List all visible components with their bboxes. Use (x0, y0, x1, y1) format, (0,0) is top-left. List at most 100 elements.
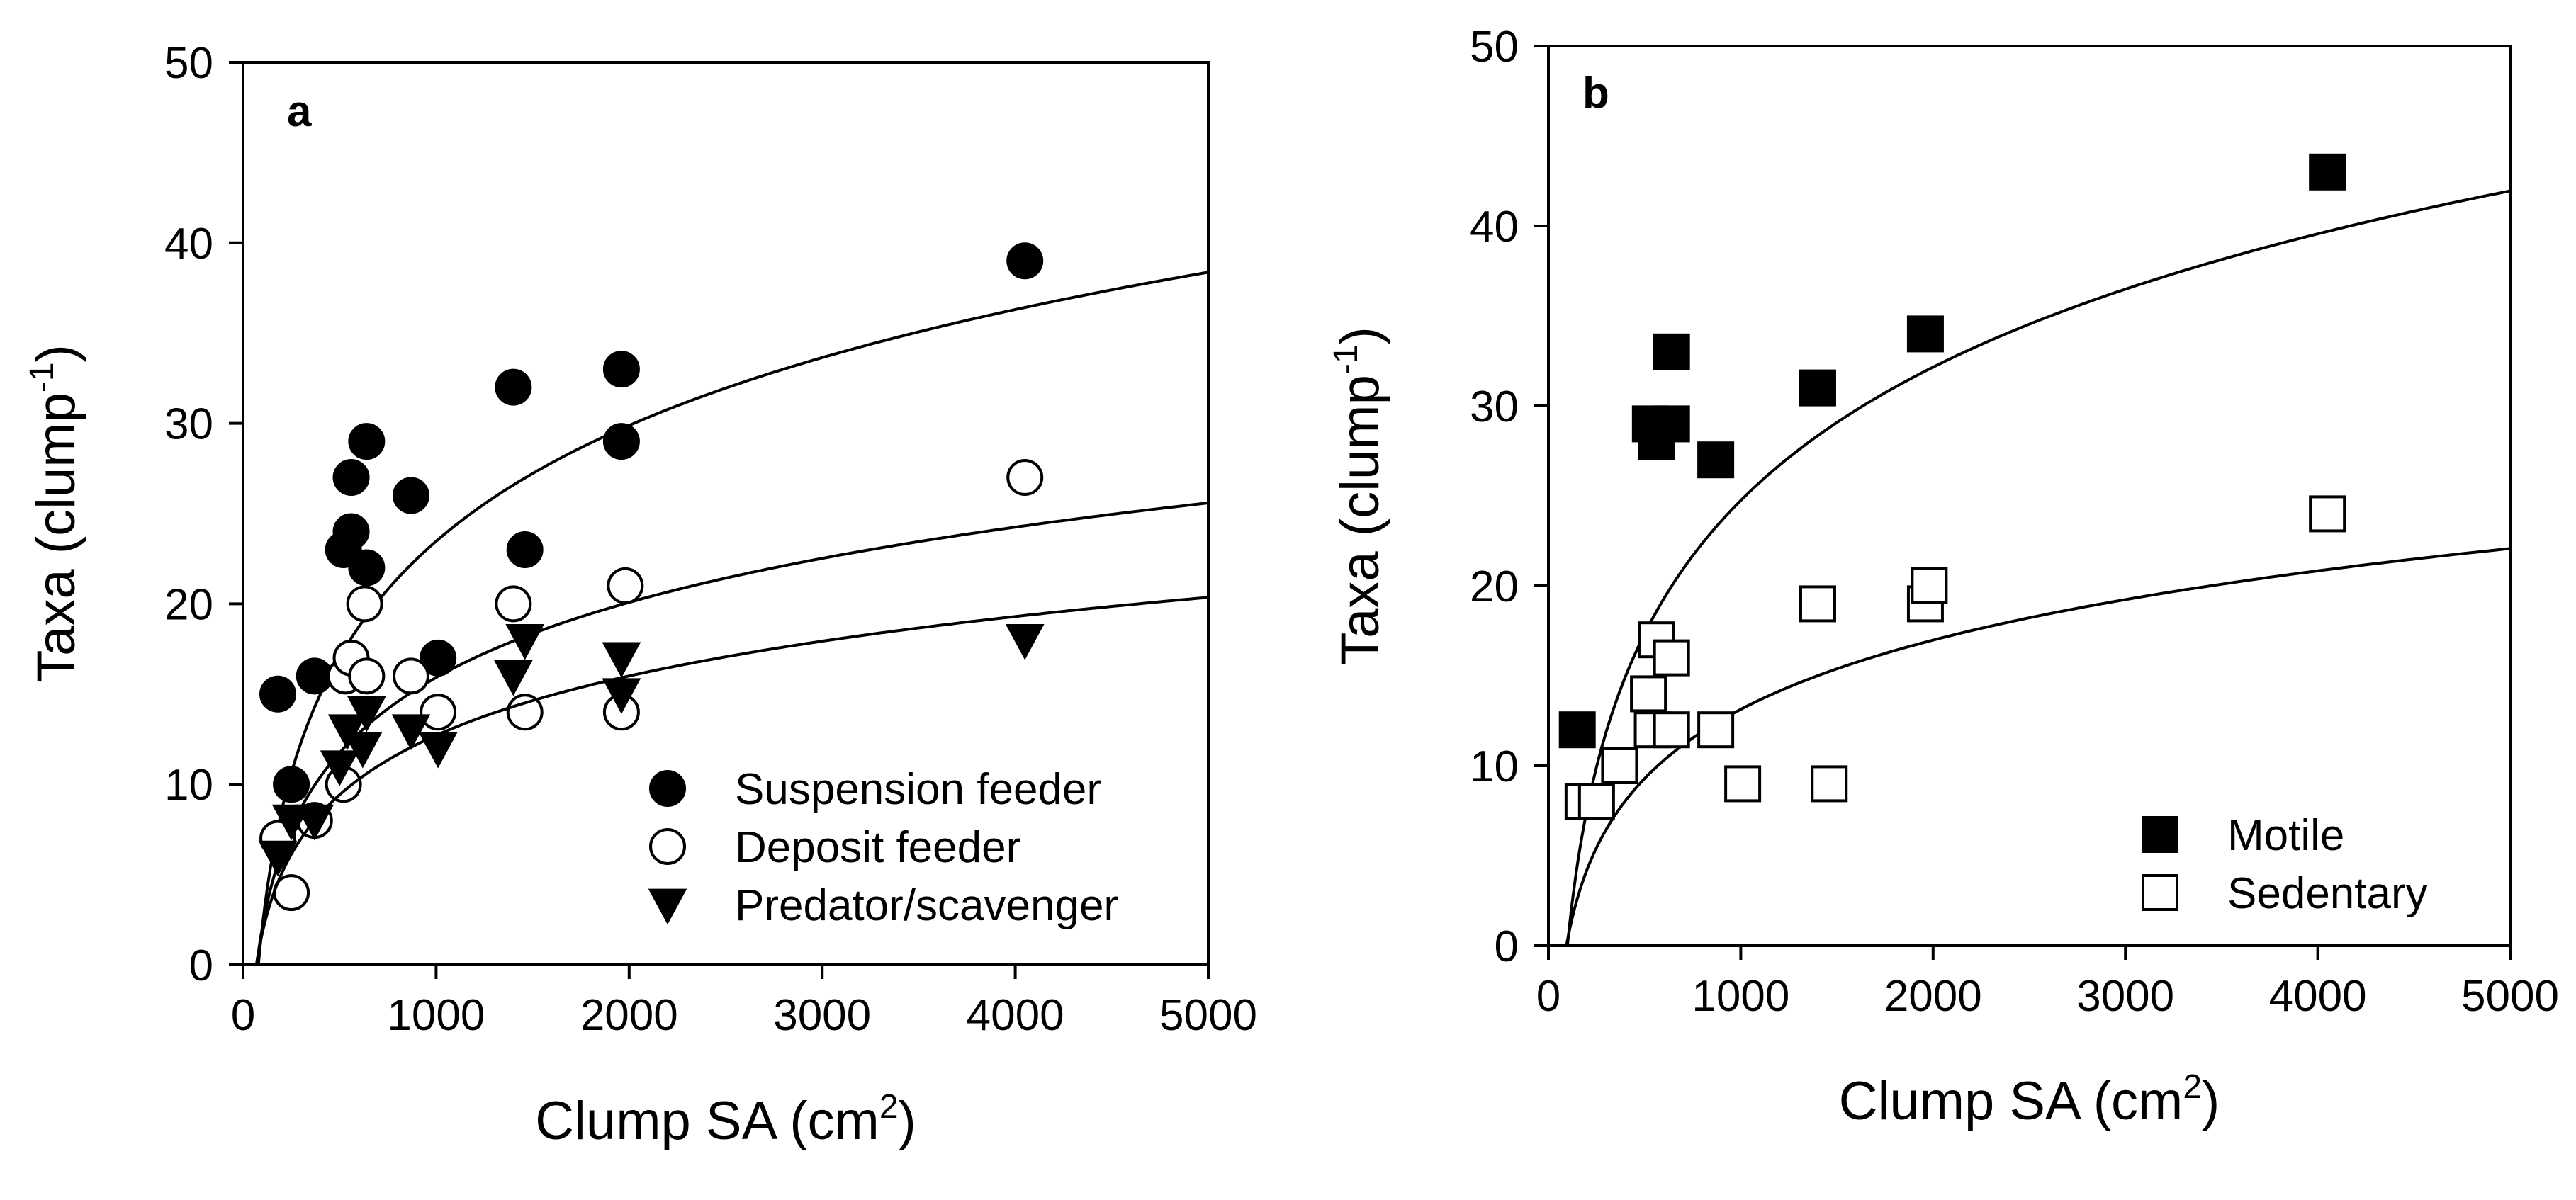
panel-letter: b (1582, 69, 1609, 118)
data-point-motile (2309, 153, 2346, 191)
data-point-motile (1799, 369, 1836, 407)
x-tick-label: 3000 (773, 991, 871, 1040)
data-point-sedentary (1811, 765, 1848, 803)
data-point-suspension-feeder (392, 477, 429, 514)
panel-b: 0 1000 2000 3000 4000 5000 0 10 20 30 40 50 b Clump S… (1327, 23, 2559, 1131)
data-point-suspension-feeder (259, 675, 297, 713)
legend-label: Motile (2227, 811, 2344, 860)
legend-label: Sedentary (2227, 869, 2428, 918)
data-point-deposit-feeder (392, 657, 429, 695)
legend-symbol (649, 828, 686, 865)
data-point-predator-scavenger (271, 804, 311, 841)
x-tick-label: 0 (1536, 972, 1560, 1021)
data-point-predator-scavenger (343, 732, 383, 769)
x-tick-label: 5000 (1159, 991, 1257, 1040)
data-point-suspension-feeder (273, 766, 310, 803)
legend-label: Suspension feeder (735, 765, 1101, 814)
data-point-sedentary (1601, 747, 1638, 784)
legend-label: Predator/scavenger (735, 881, 1118, 930)
plot-frame (1547, 45, 2512, 947)
data-point-motile (1653, 405, 1690, 443)
x-axis-title: Clump SA (cm2) (1839, 1068, 2220, 1131)
data-point-predator-scavenger (258, 840, 298, 877)
y-tick-label: 40 (1470, 203, 1519, 251)
data-point-sedentary (2309, 495, 2346, 533)
y-axis-title: Taxa (clump-1) (23, 344, 86, 683)
data-point-deposit-feeder (348, 657, 386, 695)
y-tick-label: 10 (1470, 742, 1519, 791)
x-tick-label: 4000 (967, 991, 1064, 1040)
data-point-suspension-feeder (296, 657, 333, 695)
panel-a: 0 1000 2000 3000 4000 5000 0 10 20 30 40 50 a Clump S… (23, 39, 1257, 1151)
legend-symbol (649, 770, 686, 807)
plot-frame (242, 61, 1210, 966)
fit-curve-predator-scavenger (254, 596, 1208, 965)
data-point-predator-scavenger (391, 714, 431, 750)
data-point-suspension-feeder (332, 459, 370, 497)
y-tick-label: 10 (164, 761, 213, 810)
data-point-motile (1906, 315, 1944, 353)
data-point-deposit-feeder (607, 567, 644, 604)
data-point-suspension-feeder (348, 423, 386, 460)
x-tick-label: 1000 (387, 991, 485, 1040)
data-point-sedentary (1653, 711, 1690, 749)
data-point-suspension-feeder (1006, 242, 1044, 280)
data-point-predator-scavenger (418, 732, 458, 769)
data-point-predator-scavenger (602, 642, 641, 679)
data-point-suspension-feeder (332, 513, 370, 550)
data-point-sedentary (1911, 567, 1948, 604)
data-point-predator-scavenger (295, 804, 334, 841)
fit-curve-suspension-feeder (257, 271, 1208, 965)
data-point-sedentary (1630, 675, 1667, 713)
data-point-sedentary (1697, 711, 1735, 749)
x-tick-label: 4000 (2269, 972, 2367, 1021)
data-point-suspension-feeder (495, 368, 532, 406)
data-point-deposit-feeder (495, 585, 532, 623)
data-point-sedentary (1724, 765, 1762, 803)
data-point-deposit-feeder (346, 585, 383, 623)
data-point-deposit-feeder (420, 694, 457, 731)
data-point-predator-scavenger (494, 660, 533, 696)
data-point-suspension-feeder (602, 351, 640, 388)
x-axis-title: Clump SA (cm2) (535, 1088, 916, 1151)
data-point-deposit-feeder (1006, 459, 1044, 497)
y-tick-label: 30 (164, 400, 213, 449)
data-point-motile (1558, 711, 1596, 749)
fit-curve-motile (1565, 189, 2510, 946)
y-tick-label: 20 (164, 580, 213, 629)
x-tick-label: 1000 (1692, 972, 1789, 1021)
x-tick-label: 2000 (1884, 972, 1982, 1021)
y-tick-label: 40 (164, 220, 213, 268)
y-tick-label: 30 (1470, 383, 1519, 431)
legend-symbol (648, 888, 687, 925)
data-point-sedentary (1799, 585, 1836, 623)
data-point-deposit-feeder (506, 694, 544, 731)
x-tick-label: 5000 (2461, 972, 2559, 1021)
panel-letter: a (287, 87, 312, 136)
data-point-predator-scavenger (320, 750, 359, 786)
y-tick-label: 0 (189, 941, 213, 990)
data-point-predator-scavenger (1005, 623, 1045, 660)
x-tick-label: 3000 (2076, 972, 2174, 1021)
legend-symbol (2142, 816, 2178, 853)
data-point-motile (1653, 333, 1690, 370)
data-point-predator-scavenger (505, 623, 545, 660)
y-tick-label: 0 (1495, 922, 1519, 971)
y-tick-label: 50 (1470, 23, 1519, 72)
x-tick-label: 2000 (580, 991, 678, 1040)
y-tick-label: 20 (1470, 562, 1519, 611)
x-tick-label: 0 (231, 991, 255, 1040)
data-point-sedentary (1577, 783, 1615, 820)
legend-label: Deposit feeder (735, 823, 1020, 872)
data-point-suspension-feeder (506, 531, 544, 568)
data-point-predator-scavenger (327, 714, 367, 750)
legend-symbol (2142, 874, 2178, 911)
data-point-motile (1697, 441, 1735, 479)
data-point-suspension-feeder (602, 423, 640, 460)
y-tick-label: 50 (164, 39, 213, 88)
data-point-suspension-feeder (348, 549, 386, 587)
data-point-predator-scavenger (347, 696, 386, 732)
y-axis-title: Taxa (clump-1) (1327, 327, 1390, 665)
data-point-predator-scavenger (602, 678, 641, 715)
